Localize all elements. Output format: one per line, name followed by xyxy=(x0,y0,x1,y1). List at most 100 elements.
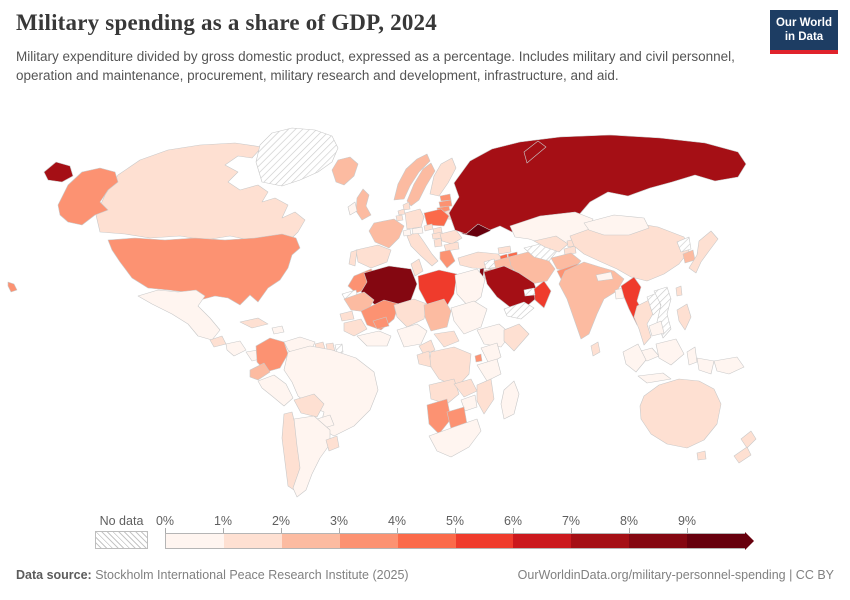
country-hawaii[interactable] xyxy=(7,281,18,293)
country-papua-new-guinea[interactable] xyxy=(713,356,745,375)
country-greenland[interactable] xyxy=(255,127,339,187)
country-mozambique[interactable] xyxy=(476,378,495,415)
country-indonesia-borneo[interactable] xyxy=(655,338,685,366)
country-greece[interactable] xyxy=(439,249,456,269)
no-data-hatch-swatch[interactable] xyxy=(95,531,148,549)
country-central-african-republic[interactable] xyxy=(433,330,460,348)
country-niger[interactable] xyxy=(393,298,428,328)
country-georgia[interactable] xyxy=(497,245,512,255)
country-guinea[interactable] xyxy=(343,318,368,337)
country-mauritania[interactable] xyxy=(343,291,375,313)
country-chukotka[interactable] xyxy=(43,161,74,183)
footer-link[interactable]: OurWorldinData.org/military-personnel-sp… xyxy=(517,568,834,582)
country-iceland[interactable] xyxy=(331,156,359,186)
country-mexico[interactable] xyxy=(137,289,221,341)
country-angola[interactable] xyxy=(428,378,460,405)
country-bulgaria[interactable] xyxy=(443,241,460,252)
country-south-africa[interactable] xyxy=(428,418,482,458)
country-namibia[interactable] xyxy=(426,398,452,435)
country-ecuador[interactable] xyxy=(249,362,271,381)
country-italy[interactable] xyxy=(406,231,439,267)
country-senegal[interactable] xyxy=(339,310,355,322)
country-peru[interactable] xyxy=(257,374,294,407)
country-congo-gabon[interactable] xyxy=(416,350,432,368)
country-chad[interactable] xyxy=(423,298,452,332)
legend-bin-1-2%[interactable] xyxy=(223,533,282,549)
country-honduras-nicaragua[interactable] xyxy=(225,340,247,357)
legend-bin-9%+[interactable] xyxy=(687,533,746,549)
country-germany[interactable] xyxy=(404,208,425,230)
owid-logo[interactable]: Our World in Data xyxy=(770,10,838,54)
country-romania[interactable] xyxy=(439,229,463,245)
country-switzerland[interactable] xyxy=(402,228,412,237)
country-argentina[interactable] xyxy=(292,415,331,498)
country-libya[interactable] xyxy=(417,269,458,312)
country-netherlands[interactable] xyxy=(397,208,406,216)
country-india[interactable] xyxy=(558,261,625,340)
country-north-korea[interactable] xyxy=(676,236,692,253)
legend-bin-5-6%[interactable] xyxy=(455,533,514,549)
legend-bin-4-5%[interactable] xyxy=(397,533,456,549)
country-estonia[interactable] xyxy=(439,193,452,202)
country-cuba[interactable] xyxy=(239,317,269,329)
country-cambodia[interactable] xyxy=(648,320,665,337)
country-oman[interactable] xyxy=(533,280,552,309)
country-burundi[interactable] xyxy=(474,353,483,363)
country-indonesia-sulawesi[interactable] xyxy=(686,346,698,366)
country-uruguay[interactable] xyxy=(325,435,340,452)
country-tajikistan[interactable] xyxy=(563,245,577,256)
country-philippines[interactable] xyxy=(676,303,692,331)
legend-bin-8-9%[interactable] xyxy=(629,533,688,549)
country-kenya[interactable] xyxy=(480,342,502,365)
country-finland[interactable] xyxy=(429,157,457,197)
country-ivory-coast-ghana[interactable] xyxy=(356,330,392,347)
country-japan[interactable] xyxy=(688,230,719,274)
country-denmark[interactable] xyxy=(402,201,411,211)
country-tanzania[interactable] xyxy=(476,358,502,382)
country-austria[interactable] xyxy=(411,226,424,235)
country-poland[interactable] xyxy=(423,208,450,227)
country-yemen[interactable] xyxy=(503,301,535,320)
legend-bin-2-3%[interactable] xyxy=(281,533,340,549)
country-norway[interactable] xyxy=(393,153,431,201)
legend-bin-6-7%[interactable] xyxy=(513,533,572,549)
country-mongolia[interactable] xyxy=(583,214,650,236)
country-bolivia[interactable] xyxy=(293,393,325,418)
country-czechia[interactable] xyxy=(423,223,434,232)
country-sweden[interactable] xyxy=(406,162,436,207)
country-sudan[interactable] xyxy=(450,300,488,335)
country-spain[interactable] xyxy=(355,244,392,269)
country-taiwan[interactable] xyxy=(675,285,683,297)
country-novaya-zemlya[interactable] xyxy=(523,140,547,164)
country-indonesia-java[interactable] xyxy=(637,372,672,384)
country-canada[interactable] xyxy=(95,142,306,241)
country-new-zealand-north[interactable] xyxy=(740,430,757,449)
country-burkina-faso[interactable] xyxy=(372,316,390,330)
country-alaska[interactable] xyxy=(57,167,119,226)
country-serbia[interactable] xyxy=(433,237,443,248)
country-somalia[interactable] xyxy=(503,323,530,352)
country-new-zealand-south[interactable] xyxy=(733,446,752,464)
country-uzbekistan[interactable] xyxy=(533,235,569,253)
legend-no-data[interactable]: No data xyxy=(95,514,148,549)
country-tunisia[interactable] xyxy=(410,258,424,277)
country-egypt[interactable] xyxy=(454,268,486,308)
country-nepal[interactable] xyxy=(595,271,614,282)
country-cameroon[interactable] xyxy=(418,339,436,356)
country-brazil[interactable] xyxy=(283,345,379,437)
country-nigeria[interactable] xyxy=(396,323,428,348)
country-madagascar[interactable] xyxy=(500,380,520,420)
country-portugal[interactable] xyxy=(348,249,358,267)
country-latvia[interactable] xyxy=(438,199,453,208)
legend-bin-3-4%[interactable] xyxy=(339,533,398,549)
country-indonesia-papua[interactable] xyxy=(696,357,715,375)
country-tasmania[interactable] xyxy=(696,450,707,461)
country-ireland[interactable] xyxy=(347,201,358,216)
legend-bin-0-1%[interactable] xyxy=(165,533,224,549)
country-united-arab-emirates[interactable] xyxy=(523,287,536,297)
legend-bin-7-8%[interactable] xyxy=(571,533,630,549)
country-united-states[interactable] xyxy=(107,233,301,306)
country-france[interactable] xyxy=(368,218,405,249)
country-saudi-arabia[interactable] xyxy=(483,265,540,309)
